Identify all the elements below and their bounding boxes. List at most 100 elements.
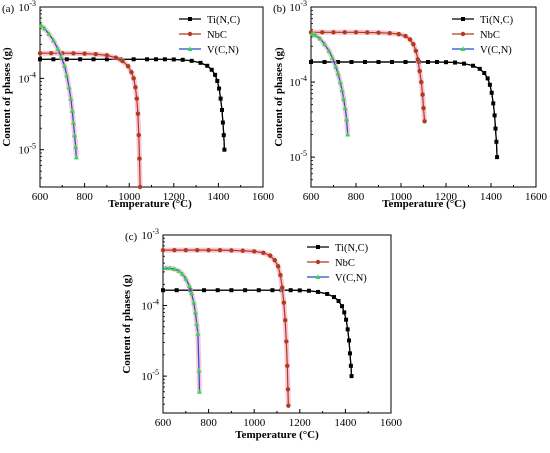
data-point-triangle [335, 70, 341, 76]
data-point-triangle [187, 46, 193, 51]
data-point-triangle [68, 96, 74, 101]
data-point-circle [417, 68, 422, 74]
data-point-triangle [196, 389, 202, 394]
data-point-circle [331, 30, 336, 35]
data-point-square [104, 57, 109, 62]
data-point-triangle [58, 54, 64, 59]
data-point-square [489, 90, 494, 95]
series-line [40, 52, 141, 188]
y-tick-label: 10-5 [18, 142, 36, 157]
legend-label: Ti(N,C) [335, 243, 369, 254]
data-point-square [376, 60, 381, 65]
data-point-circle [403, 33, 408, 39]
data-point-triangle [73, 154, 79, 160]
data-point-square [494, 139, 499, 144]
series-square [38, 57, 227, 152]
series-triangle [162, 265, 202, 394]
data-point-triangle [191, 300, 197, 305]
data-point-square [339, 304, 344, 309]
y-tick-label: 10-5 [289, 149, 307, 164]
y-tick-label: 10-3 [18, 0, 36, 14]
y-tick-label: 10-4 [141, 298, 159, 313]
legend: Ti(N,C) NbC V(C,N) [307, 243, 369, 284]
data-point-triangle [329, 55, 335, 60]
data-point-square [345, 327, 350, 332]
y-tick-label: 10-4 [18, 70, 36, 85]
series-circle [160, 247, 291, 408]
data-point-triangle [333, 64, 339, 69]
data-point-square [453, 60, 457, 65]
series-line-glow [165, 265, 202, 392]
x-tick-label: 600 [155, 417, 172, 429]
data-point-circle [131, 76, 136, 81]
data-point-circle [421, 105, 426, 111]
y-tick-label: 10-3 [289, 0, 307, 14]
data-point-triangle [176, 268, 182, 273]
data-point-triangle [167, 265, 173, 271]
legend: Ti(N,C) NbC V(C,N) [452, 15, 514, 56]
data-point-square [202, 288, 207, 293]
legend-label: Ti(N,C) [207, 15, 241, 26]
legend-label: V(C,N) [335, 273, 367, 284]
data-point-circle [387, 30, 392, 36]
legend: Ti(N,C) NbC V(C,N) [179, 15, 241, 56]
data-point-square [215, 288, 220, 293]
data-point-square [495, 155, 500, 160]
data-point-square [336, 60, 340, 65]
data-point-circle [353, 30, 359, 35]
panel-label: (a) [2, 3, 15, 15]
data-point-circle [285, 387, 291, 392]
data-point-circle [137, 156, 142, 161]
data-point-square [349, 374, 354, 379]
data-point-square [145, 57, 150, 62]
series-line [165, 267, 201, 392]
data-point-circle [376, 30, 381, 35]
data-point-circle [206, 247, 211, 253]
data-point-triangle [345, 131, 351, 137]
x-tick-label: 800 [348, 191, 365, 203]
data-point-triangle [194, 321, 200, 326]
data-point-square [316, 245, 320, 249]
x-tick-label: 1400 [334, 417, 357, 429]
data-point-circle [342, 30, 347, 35]
data-point-triangle [50, 37, 56, 43]
series-circle [308, 29, 428, 124]
x-tick-label: 1600 [525, 191, 548, 203]
legend-label: V(C,N) [480, 45, 512, 56]
data-point-circle [285, 363, 290, 368]
x-axis-title: Temperature (°C) [235, 429, 319, 441]
data-point-circle [133, 85, 138, 90]
data-point-square [344, 317, 349, 322]
data-point-square [461, 17, 465, 21]
data-point-square [205, 63, 210, 68]
x-tick-label: 1600 [380, 417, 403, 429]
x-tick-label: 600 [32, 191, 49, 203]
data-point-triangle [326, 48, 332, 53]
x-tick-label: 800 [76, 191, 93, 203]
data-point-circle [284, 339, 289, 344]
data-point-triangle [62, 63, 68, 68]
data-point-square [426, 60, 430, 65]
legend-label: NbC [207, 30, 227, 41]
data-point-square [477, 66, 482, 71]
data-point-square [493, 126, 498, 131]
data-point-circle [129, 69, 134, 75]
data-point-circle [411, 41, 416, 47]
data-point-triangle [192, 309, 198, 315]
series-line-glow [40, 50, 143, 188]
data-point-circle [71, 51, 76, 56]
data-point-circle [183, 247, 188, 253]
data-point-square [256, 288, 261, 293]
data-point-square [219, 108, 224, 113]
data-point-circle [252, 249, 257, 254]
data-point-square [78, 57, 83, 62]
x-tick-label: 1400 [207, 191, 230, 203]
data-point-square [297, 288, 302, 293]
data-point-square [218, 96, 223, 101]
series-circle [37, 50, 143, 190]
data-point-triangle [46, 31, 52, 36]
data-point-circle [280, 285, 285, 290]
plot-area-frame [39, 6, 264, 188]
data-point-circle [396, 31, 401, 37]
